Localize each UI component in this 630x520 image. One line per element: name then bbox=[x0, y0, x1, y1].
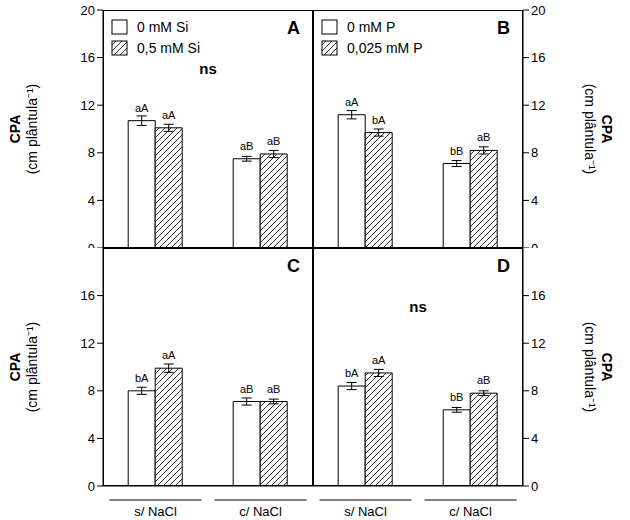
svg-text:0: 0 bbox=[88, 479, 95, 494]
svg-text:16: 16 bbox=[81, 288, 95, 303]
svg-text:0: 0 bbox=[531, 479, 538, 494]
svg-text:aB: aB bbox=[477, 374, 490, 386]
svg-text:0: 0 bbox=[88, 241, 95, 248]
html-text:(cm plântula⁻¹): (cm plântula⁻¹) bbox=[24, 321, 40, 413]
svg-text:16: 16 bbox=[531, 288, 545, 303]
html-text:ns: ns bbox=[199, 60, 217, 77]
svg-text:aB: aB bbox=[267, 383, 280, 395]
svg-text:aB: aB bbox=[240, 383, 253, 395]
svg-text:4: 4 bbox=[88, 193, 95, 208]
svg-text:aB: aB bbox=[267, 135, 280, 147]
svg-text:8: 8 bbox=[531, 383, 538, 398]
html-text:D: D bbox=[497, 256, 510, 276]
html-text:CPA: CPA bbox=[7, 114, 23, 144]
html-text:C: C bbox=[287, 256, 300, 276]
html-text:0 mM Si: 0 mM Si bbox=[137, 18, 189, 35]
svg-text:aB: aB bbox=[477, 131, 490, 143]
svg-text:12: 12 bbox=[531, 98, 545, 113]
svg-text:aA: aA bbox=[345, 96, 359, 108]
svg-text:4: 4 bbox=[531, 193, 538, 208]
svg-text:aA: aA bbox=[372, 354, 386, 366]
svg-text:bB: bB bbox=[450, 391, 463, 403]
svg-text:s/ NaCl: s/ NaCl bbox=[344, 504, 387, 519]
svg-text:8: 8 bbox=[88, 145, 95, 160]
svg-text:4: 4 bbox=[88, 431, 95, 446]
svg-text:aA: aA bbox=[162, 109, 176, 121]
html-text:0,5 mM Si: 0,5 mM Si bbox=[137, 39, 200, 56]
html-text:(cm plântula⁻¹): (cm plântula⁻¹) bbox=[582, 321, 598, 413]
html-text:A: A bbox=[287, 18, 300, 38]
svg-text:4: 4 bbox=[531, 431, 538, 446]
svg-text:20: 20 bbox=[81, 3, 95, 18]
svg-text:12: 12 bbox=[531, 336, 545, 351]
svg-text:20: 20 bbox=[531, 3, 545, 18]
svg-text:c/ NaCl: c/ NaCl bbox=[449, 504, 492, 519]
svg-text:12: 12 bbox=[81, 98, 95, 113]
svg-text:16: 16 bbox=[81, 50, 95, 65]
svg-text:bB: bB bbox=[450, 145, 463, 157]
svg-text:8: 8 bbox=[531, 145, 538, 160]
html-text:0 mM P: 0 mM P bbox=[347, 18, 396, 35]
svg-text:0: 0 bbox=[531, 241, 538, 248]
html-text:CPA: CPA bbox=[599, 114, 615, 144]
html-text:CPA: CPA bbox=[7, 352, 23, 382]
svg-text:aB: aB bbox=[240, 140, 253, 152]
html-text:(cm plântula⁻¹): (cm plântula⁻¹) bbox=[24, 83, 40, 175]
html-text:B: B bbox=[497, 18, 510, 38]
svg-text:8: 8 bbox=[88, 383, 95, 398]
html-text:CPA: CPA bbox=[599, 352, 615, 382]
svg-text:12: 12 bbox=[81, 336, 95, 351]
html-text:0,025 mM P: 0,025 mM P bbox=[347, 39, 423, 56]
svg-text:16: 16 bbox=[531, 50, 545, 65]
html-text:ns: ns bbox=[409, 298, 427, 315]
html-text:(cm plântula⁻¹): (cm plântula⁻¹) bbox=[582, 83, 598, 175]
svg-text:bA: bA bbox=[345, 367, 359, 379]
svg-text:bA: bA bbox=[372, 114, 386, 126]
svg-text:aA: aA bbox=[162, 349, 176, 361]
svg-text:bA: bA bbox=[135, 372, 149, 384]
svg-text:c/ NaCl: c/ NaCl bbox=[239, 504, 282, 519]
svg-text:aA: aA bbox=[135, 102, 149, 114]
svg-text:s/ NaCl: s/ NaCl bbox=[134, 504, 177, 519]
